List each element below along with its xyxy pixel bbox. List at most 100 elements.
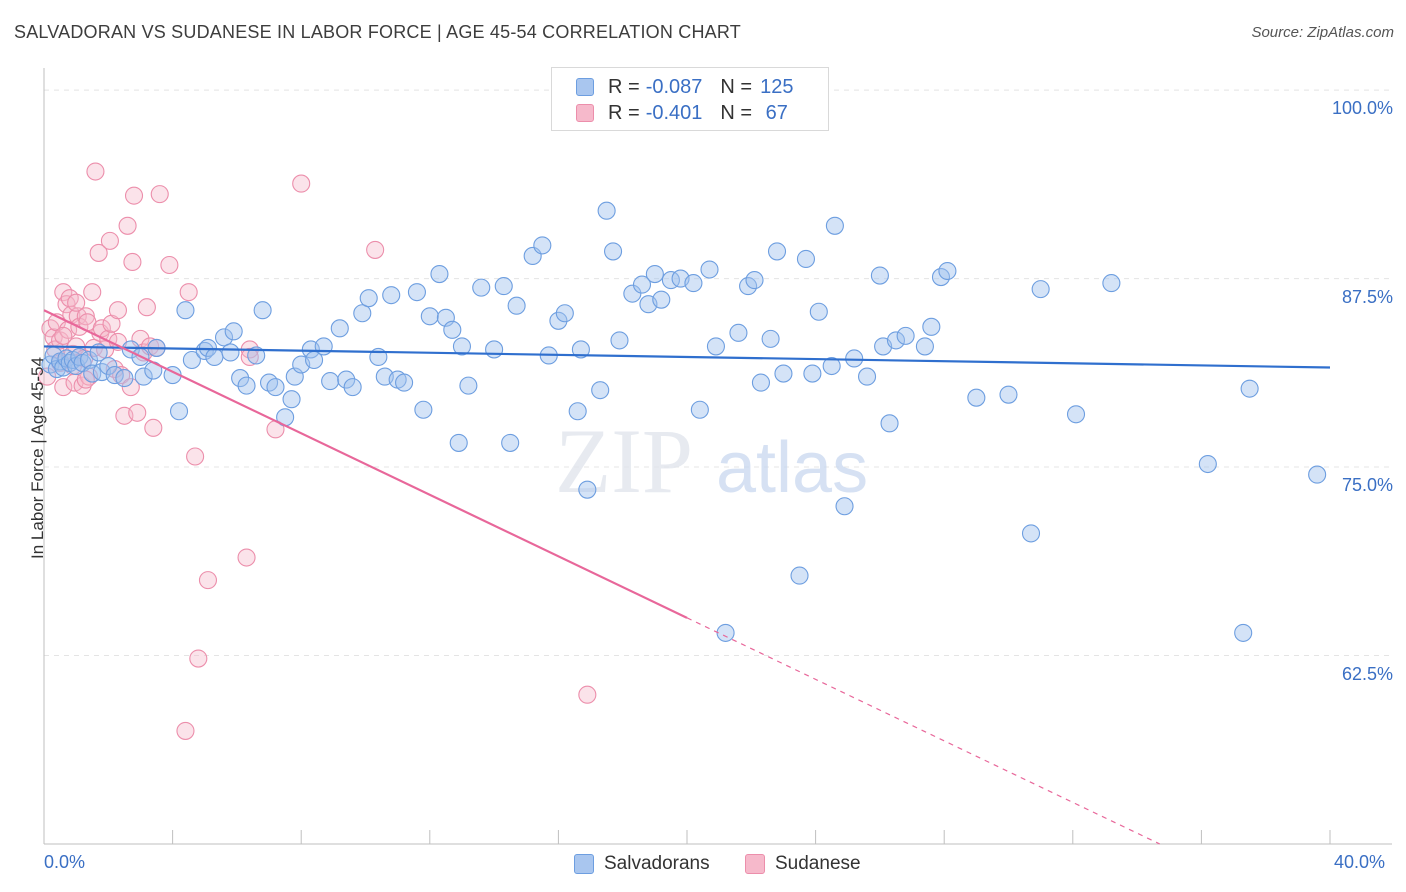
salvadoran-point	[610, 331, 629, 350]
sudanese-point	[76, 307, 95, 326]
trend-lines	[43, 309, 1331, 845]
salvadoran-point	[684, 274, 703, 293]
sudanese-trend-line-solid	[43, 309, 688, 619]
legend-n-value: 125	[760, 75, 794, 98]
sudanese-point	[578, 685, 597, 704]
sudanese-point	[179, 283, 198, 302]
axes	[43, 68, 1392, 845]
legend-r-label: R =	[608, 101, 640, 124]
salvadoran-point	[359, 289, 378, 308]
salvadoran-point	[915, 337, 934, 356]
y-tick-label: 62.5%	[1341, 663, 1393, 684]
salvadoran-point	[825, 216, 844, 235]
watermark-atlas: atlas	[716, 428, 868, 508]
salvadoran-point	[343, 378, 362, 397]
y-tick-label: 87.5%	[1341, 286, 1393, 307]
bottom-legend-sudanese[interactable]: Sudanese	[745, 851, 861, 877]
salvadoran-point	[321, 372, 340, 391]
salvadoran-point	[472, 278, 491, 297]
salvadoran-point	[382, 286, 401, 305]
legend-r-value: -0.401	[645, 101, 703, 124]
salvadoran-point	[237, 376, 256, 395]
salvadoran-point	[774, 364, 793, 383]
salvadoran-point	[623, 284, 642, 303]
salvadoran-point	[571, 340, 590, 359]
sudanese-point	[89, 243, 108, 262]
sudanese-point	[198, 571, 218, 590]
y-tick-label: 100.0%	[1331, 98, 1393, 119]
salvadoran-point	[83, 364, 102, 383]
sudanese-point	[144, 418, 163, 437]
sudanese-point	[54, 378, 73, 397]
sudanese-point	[160, 255, 179, 275]
salvadoran-point	[99, 356, 118, 376]
salvadoran-point	[253, 301, 272, 320]
salvadoran-point	[835, 497, 854, 516]
salvadoran-point	[761, 329, 780, 348]
grid-lines	[44, 89, 1392, 657]
salvadoran-point	[134, 367, 153, 386]
salvadoran-point	[494, 277, 513, 296]
salvadoran-point	[578, 480, 597, 499]
sudanese-point	[292, 174, 311, 193]
legend-swatch-sudanese	[576, 104, 594, 122]
sudanese-trend-line-dashed	[686, 617, 1161, 845]
salvadoran-point	[549, 311, 568, 330]
bottom-legend-salvadorans[interactable]: Salvadorans	[574, 851, 710, 877]
salvadoran-point	[870, 266, 889, 285]
legend-row-sudanese: R = -0.401 N = 67	[576, 100, 788, 126]
sudanese-point	[83, 283, 102, 302]
salvadoran-points	[41, 201, 1327, 642]
legend-row-salvadorans: R = -0.087 N = 125	[576, 74, 793, 100]
sudanese-point	[237, 548, 256, 567]
salvadoran-point	[195, 341, 214, 360]
salvadoran-point	[803, 364, 822, 383]
salvadoran-point	[459, 376, 478, 395]
salvadoran-point	[1240, 379, 1259, 398]
salvadoran-point	[485, 340, 504, 359]
salvadoran-point	[507, 296, 526, 315]
salvadoran-point	[247, 346, 266, 365]
salvadoran-point	[115, 369, 134, 388]
salvadoran-point	[938, 261, 957, 281]
salvadoran-point	[330, 319, 349, 338]
salvadoran-point	[443, 320, 462, 339]
salvadoran-point	[1066, 405, 1086, 424]
salvadoran-point	[1198, 454, 1217, 474]
salvadoran-point	[555, 304, 574, 323]
x-tick-label-max: 40.0%	[1334, 852, 1386, 872]
salvadoran-point	[266, 378, 285, 397]
sudanese-point	[38, 367, 57, 386]
salvadoran-point	[790, 566, 809, 585]
y-axis-title: In Labor Force | Age 45-54	[28, 357, 47, 559]
legend-r-label: R =	[608, 75, 640, 98]
salvadoran-trend-line-solid	[43, 345, 1331, 369]
salvadoran-point	[314, 337, 333, 356]
salvadoran-point	[221, 343, 240, 362]
legend-r-value: -0.087	[645, 75, 703, 98]
salvadoran-point	[1234, 623, 1253, 642]
salvadoran-point	[967, 388, 986, 407]
sudanese-point	[124, 186, 144, 205]
salvadoran-point	[169, 402, 189, 421]
salvadoran-point	[1308, 465, 1327, 484]
salvadoran-point	[407, 283, 426, 302]
salvadoran-point	[880, 414, 899, 433]
sudanese-point	[108, 301, 127, 320]
salvadoran-point	[231, 369, 250, 388]
salvadoran-point	[729, 323, 748, 342]
sudanese-point	[189, 649, 208, 668]
legend-n-label: N =	[720, 75, 753, 98]
salvadoran-point	[353, 304, 372, 323]
legend-swatch-salvadorans	[576, 78, 594, 96]
salvadoran-point	[767, 242, 787, 261]
salvadoran-point	[809, 302, 828, 321]
chart-title: SALVADORAN VS SUDANESE IN LABOR FORCE | …	[14, 22, 741, 42]
legend-n-label: N =	[720, 101, 753, 124]
salvadoran-point	[604, 242, 623, 261]
sudanese-point	[100, 231, 119, 250]
salvadoran-point	[751, 373, 770, 392]
source-label: Source: ZipAtlas.com	[1251, 24, 1394, 41]
salvadoran-point	[79, 350, 99, 370]
x-tick-label-min: 0.0%	[44, 852, 86, 872]
